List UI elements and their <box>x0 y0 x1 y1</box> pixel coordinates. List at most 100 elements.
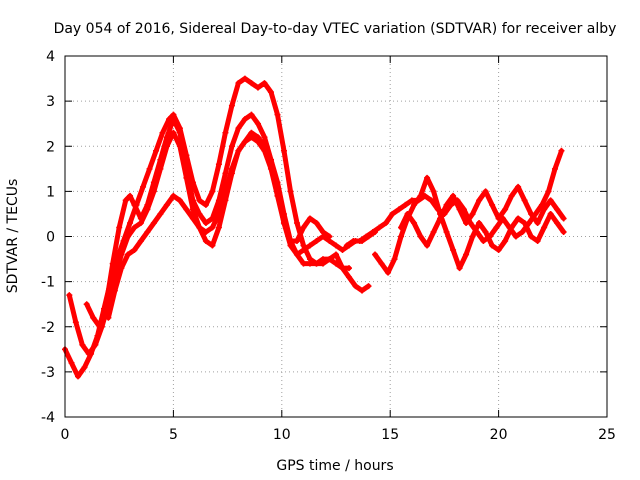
data-point <box>424 242 431 249</box>
data-point <box>560 215 567 222</box>
data-point <box>92 341 99 348</box>
data-point <box>476 197 483 204</box>
data-point <box>489 201 496 208</box>
data-point <box>333 242 339 249</box>
data-point <box>131 201 138 208</box>
data-point <box>131 247 138 254</box>
data-point <box>346 265 353 272</box>
data-point <box>170 116 177 123</box>
data-point <box>313 219 320 226</box>
data-point <box>508 192 515 199</box>
data-point <box>189 215 196 222</box>
data-point <box>146 165 153 172</box>
data-point <box>300 247 307 254</box>
data-point <box>326 256 333 263</box>
data-point <box>209 188 216 195</box>
data-point <box>202 228 209 235</box>
data-point <box>196 210 203 217</box>
data-point <box>131 224 138 231</box>
data-point <box>469 233 476 240</box>
data-point <box>124 251 131 258</box>
data-point <box>346 274 353 281</box>
y-tick-label: -4 <box>41 410 55 426</box>
data-point <box>554 219 561 226</box>
data-point <box>482 188 489 195</box>
data-point <box>326 233 333 240</box>
data-point <box>489 242 496 249</box>
data-point <box>137 238 144 245</box>
data-point <box>359 287 366 294</box>
chart-title: Day 054 of 2016, Sidereal Day-to-day VTE… <box>54 21 617 37</box>
data-point <box>428 197 435 204</box>
data-point <box>215 210 222 217</box>
data-point <box>493 224 500 231</box>
data-point <box>209 242 216 249</box>
data-point <box>382 219 389 226</box>
data-point <box>534 219 541 226</box>
data-point <box>202 238 209 245</box>
data-point <box>293 251 300 258</box>
data-point <box>215 161 222 168</box>
data-point <box>480 238 487 245</box>
y-tick-label: 0 <box>46 230 55 246</box>
data-point <box>547 210 554 217</box>
data-point <box>241 138 248 145</box>
data-point <box>228 102 235 109</box>
data-point <box>261 134 268 141</box>
data-point <box>287 188 294 195</box>
data-point <box>248 80 255 87</box>
x-tick-label: 15 <box>381 427 399 443</box>
data-point <box>261 143 268 150</box>
data-point <box>124 233 131 240</box>
data-point <box>319 256 326 263</box>
data-point <box>538 201 545 208</box>
data-point <box>189 197 196 204</box>
data-point <box>196 224 203 231</box>
data-point <box>363 233 370 240</box>
data-point <box>150 179 157 186</box>
data-point <box>408 197 415 204</box>
data-point <box>306 215 313 222</box>
data-point <box>547 197 554 204</box>
data-point <box>424 174 431 181</box>
data-point <box>306 260 313 267</box>
series-track-7 <box>398 184 567 248</box>
data-point <box>235 125 242 132</box>
data-point <box>541 224 548 231</box>
data-point <box>150 219 157 226</box>
data-point <box>202 201 209 208</box>
x-tick-label: 20 <box>490 427 508 443</box>
series-group <box>62 75 567 380</box>
data-point <box>456 206 463 213</box>
data-point <box>391 256 398 263</box>
data-point <box>450 247 457 254</box>
data-point <box>313 260 320 267</box>
data-point <box>83 301 90 308</box>
data-point <box>222 129 229 136</box>
data-point <box>153 147 160 154</box>
data-point <box>140 183 147 190</box>
data-point <box>402 201 409 208</box>
y-tick-label: 2 <box>46 139 55 155</box>
data-point <box>68 359 75 366</box>
data-point <box>508 224 515 231</box>
data-point <box>521 219 528 226</box>
data-point <box>417 233 424 240</box>
data-point <box>411 201 418 208</box>
data-point <box>541 206 548 213</box>
data-point <box>176 197 183 204</box>
data-point <box>254 120 261 127</box>
data-point <box>81 364 88 371</box>
x-tick-label: 10 <box>273 427 291 443</box>
data-point <box>495 247 502 254</box>
data-point <box>463 251 470 258</box>
data-point <box>534 238 541 245</box>
data-point <box>75 373 82 380</box>
data-point <box>111 287 118 294</box>
data-point <box>515 215 522 222</box>
data-point <box>319 228 326 235</box>
data-point <box>333 260 339 267</box>
data-point <box>528 210 535 217</box>
data-point <box>118 265 125 272</box>
data-point <box>378 260 385 267</box>
